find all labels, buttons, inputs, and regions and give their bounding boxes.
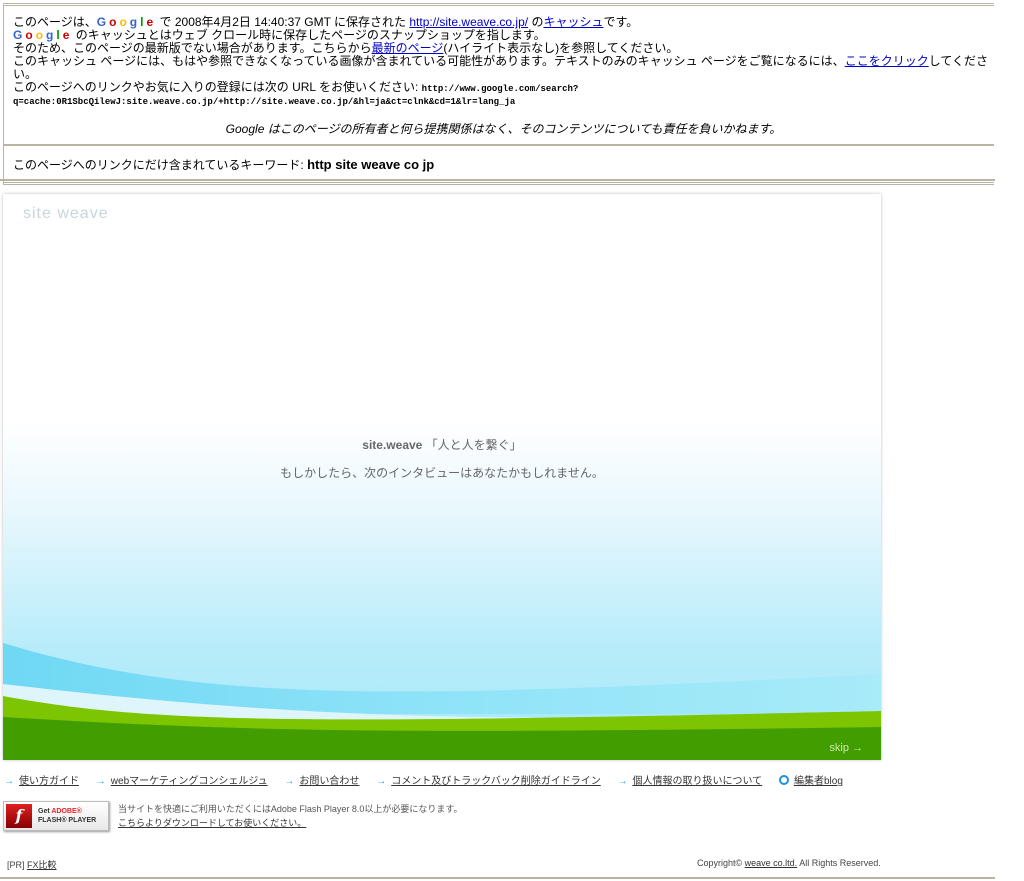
- google-letter: G: [13, 28, 26, 42]
- google-wordmark: Google: [13, 28, 72, 42]
- divider: [0, 877, 995, 879]
- bookmark-url-cont: q=cache:0R1SbcQilewJ:site.weave.co.jp/+h…: [13, 97, 516, 107]
- google-letter: e: [62, 28, 73, 42]
- nav-item-blog[interactable]: 編集者blog: [778, 772, 843, 787]
- cache-line-4: このキャッシュ ページには、もはや参照できなくなっている画像が含まれている可能性…: [13, 54, 988, 81]
- keywords: http site weave co jp: [307, 157, 435, 172]
- google-letter: g: [129, 15, 141, 29]
- nav-item-concierge[interactable]: → webマーケティングコンシェルジュ: [95, 776, 268, 787]
- google-letter: o: [119, 15, 130, 29]
- dark-green-hill: [3, 717, 881, 760]
- nav-item-guidelines[interactable]: → コメント及びトラックバック削除ガイドライン: [376, 776, 601, 787]
- cache-line-2: Google のキャッシュとはウェブ クロール時に保存したページのスナップショッ…: [13, 28, 546, 42]
- google-letter: g: [46, 28, 57, 42]
- cached-url-link[interactable]: http://site.weave.co.jp/: [409, 15, 529, 29]
- subline: もしかしたら、次のインタビューはあなたかもしれません。: [280, 466, 604, 480]
- bookmark-url: http://www.google.com/search?: [421, 84, 579, 94]
- arrow-right-icon: →: [95, 776, 106, 787]
- google-letter: l: [56, 28, 63, 42]
- google-letter: l: [140, 15, 147, 29]
- text-only-link[interactable]: ここをクリック: [844, 54, 929, 68]
- disclaimer: Google はこのページの所有者と何ら提携関係はなく、そのコンテンツについても…: [225, 122, 782, 136]
- latest-page-link[interactable]: 最新のページ: [371, 41, 444, 55]
- arrow-right-icon: →: [376, 776, 387, 787]
- cache-line-5: このページへのリンクやお気に入りの登録には次の URL をお使いください: ht…: [13, 80, 579, 95]
- company-link[interactable]: weave co.ltd.: [744, 858, 798, 868]
- google-letter: e: [146, 15, 157, 29]
- circle-icon: [778, 775, 789, 785]
- google-cache-header: このページは、Google で 2008年4月2日 14:40:37 GMT に…: [3, 3, 994, 185]
- arrow-right-icon: →: [284, 776, 295, 787]
- site-weave-logo: site weave: [23, 205, 109, 222]
- cache-line-1: このページは、Google で 2008年4月2日 14:40:37 GMT に…: [13, 15, 639, 29]
- cache-notice: このページは、Google で 2008年4月2日 14:40:37 GMT に…: [4, 6, 994, 146]
- get-flash-player-button[interactable]: f Get ADOBE® FLASH® PLAYER: [3, 801, 109, 831]
- keywords-row: このページへのリンクにだけ含まれているキーワード: http site weav…: [4, 146, 994, 185]
- nav-item-contact[interactable]: → お問い合わせ: [284, 776, 360, 787]
- google-letter: G: [96, 15, 110, 29]
- nav-item-guide[interactable]: → 使い方ガイド: [4, 776, 79, 787]
- pr-link: [PR] FX比較: [7, 860, 57, 870]
- arrow-right-icon: →: [4, 776, 14, 787]
- light-band: [3, 684, 881, 724]
- flash-logo-icon: f: [6, 804, 32, 828]
- google-letter: o: [25, 28, 36, 42]
- nav-item-privacy[interactable]: → 個人情報の取り扱いについて: [617, 776, 763, 787]
- flash-requirement: 当サイトを快適にご利用いただくにはAdobe Flash Player 8.0以…: [118, 804, 463, 828]
- landscape-illustration: [3, 643, 881, 760]
- tagline: site.weave 「人と人を繋ぐ」: [362, 438, 522, 452]
- copyright: Copyright© weave co.ltd. All Rights Rese…: [697, 858, 881, 868]
- footer-nav: → 使い方ガイド → webマーケティングコンシェルジュ → お問い合わせ → コメント…: [4, 772, 857, 787]
- skip-button[interactable]: skip →: [829, 742, 863, 754]
- google-letter: o: [35, 28, 47, 42]
- google-wordmark: Google: [97, 15, 156, 29]
- arrow-right-icon: →: [617, 776, 628, 787]
- sky-swoosh: [3, 643, 881, 714]
- download-link[interactable]: こちらよりダウンロードしてお使いください。: [118, 818, 307, 828]
- divider: [0, 179, 995, 181]
- google-letter: o: [109, 15, 120, 29]
- cache-line-3: そのため、このページの最新版でない場合があります。こちらから最新のページ(ハイラ…: [13, 41, 679, 55]
- flash-intro[interactable]: site weave site.weave 「人と人を繋ぐ」 もしかしたら、次の…: [3, 194, 881, 760]
- cache-link[interactable]: キャッシュ: [543, 15, 604, 29]
